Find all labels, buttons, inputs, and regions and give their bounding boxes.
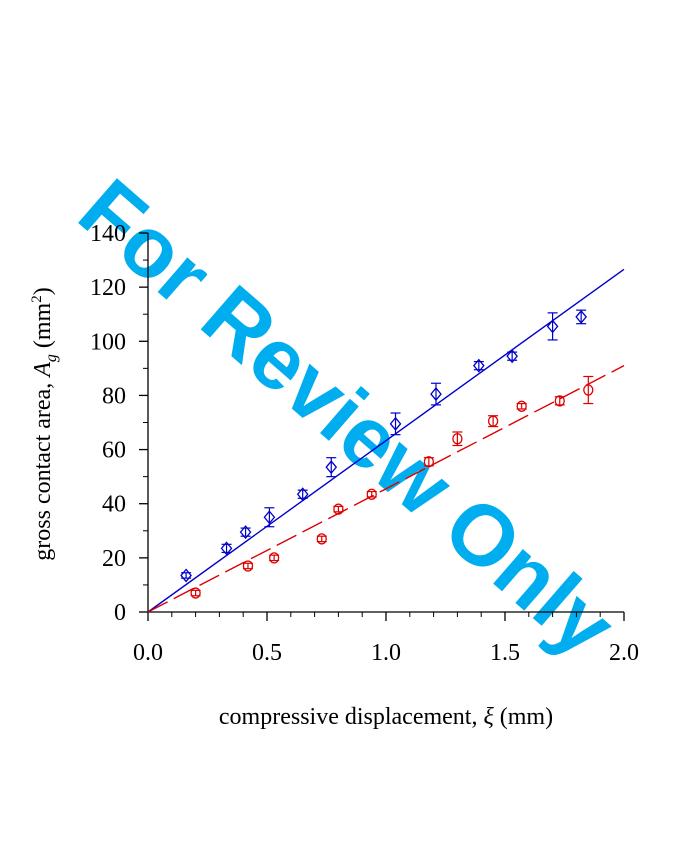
data-point <box>263 510 276 525</box>
watermark-text: For Review Only <box>61 161 633 676</box>
y-tick-label: 100 <box>90 329 126 355</box>
data-point <box>268 552 280 564</box>
x-axis-label-text: compressive displacement, <box>219 704 478 730</box>
series-1 <box>147 268 625 613</box>
x-axis-label-symbol: ξ <box>483 704 494 730</box>
x-tick-label: 0.5 <box>252 640 282 666</box>
data-point <box>452 433 463 445</box>
y-axis-label-symbol: A <box>30 362 56 379</box>
data-point <box>430 387 442 402</box>
data-point <box>316 533 327 545</box>
fit-line <box>147 365 625 613</box>
data-point <box>333 503 344 515</box>
data-point <box>546 319 559 334</box>
data-point <box>487 415 499 427</box>
y-axis-label-unit-close: ) <box>30 287 56 295</box>
data-point <box>180 568 192 583</box>
x-tick-label: 2.0 <box>609 640 639 666</box>
axes: 0.0 0.5 1.0 1.5 2.0 0 20 40 60 80 100 120 140 <box>90 221 639 666</box>
data-point <box>575 309 588 324</box>
series-2 <box>147 365 625 613</box>
y-axis-label-unit-sup: 2 <box>29 295 45 303</box>
x-axis-label: compressive displacement, ξ (mm) <box>219 704 553 730</box>
plot-area <box>147 268 625 613</box>
data-point <box>554 395 565 407</box>
y-tick-label: 20 <box>102 546 126 572</box>
y-tick-label: 0 <box>114 600 126 626</box>
x-axis-label-unit: (mm) <box>500 704 553 730</box>
y-axis-label-unit: (mm <box>30 302 56 348</box>
data-point <box>366 488 377 500</box>
data-point <box>472 358 485 373</box>
data-point <box>583 384 594 396</box>
data-point <box>389 416 402 431</box>
x-tick-label: 1.5 <box>490 640 520 666</box>
data-point <box>220 541 233 556</box>
data-point <box>516 400 527 412</box>
x-tick-label: 0.0 <box>133 640 163 666</box>
data-point <box>423 456 434 468</box>
fit-line <box>147 268 625 613</box>
x-tick-label: 1.0 <box>371 640 401 666</box>
data-point <box>506 349 518 364</box>
y-tick-label: 140 <box>90 221 126 247</box>
data-point <box>190 587 201 599</box>
y-axis-label-text: gross contact area, <box>30 383 56 561</box>
data-point <box>242 560 254 572</box>
y-tick-label: 80 <box>102 383 126 409</box>
data-point <box>325 460 338 475</box>
y-axis-label: gross contact area, Ag (mm2) <box>29 287 62 560</box>
y-tick-label: 120 <box>90 275 126 301</box>
y-tick-label: 60 <box>102 438 126 464</box>
y-tick-label: 40 <box>102 492 126 518</box>
data-point <box>296 487 309 502</box>
y-axis-label-subscript: g <box>43 354 60 362</box>
data-point <box>239 525 252 540</box>
